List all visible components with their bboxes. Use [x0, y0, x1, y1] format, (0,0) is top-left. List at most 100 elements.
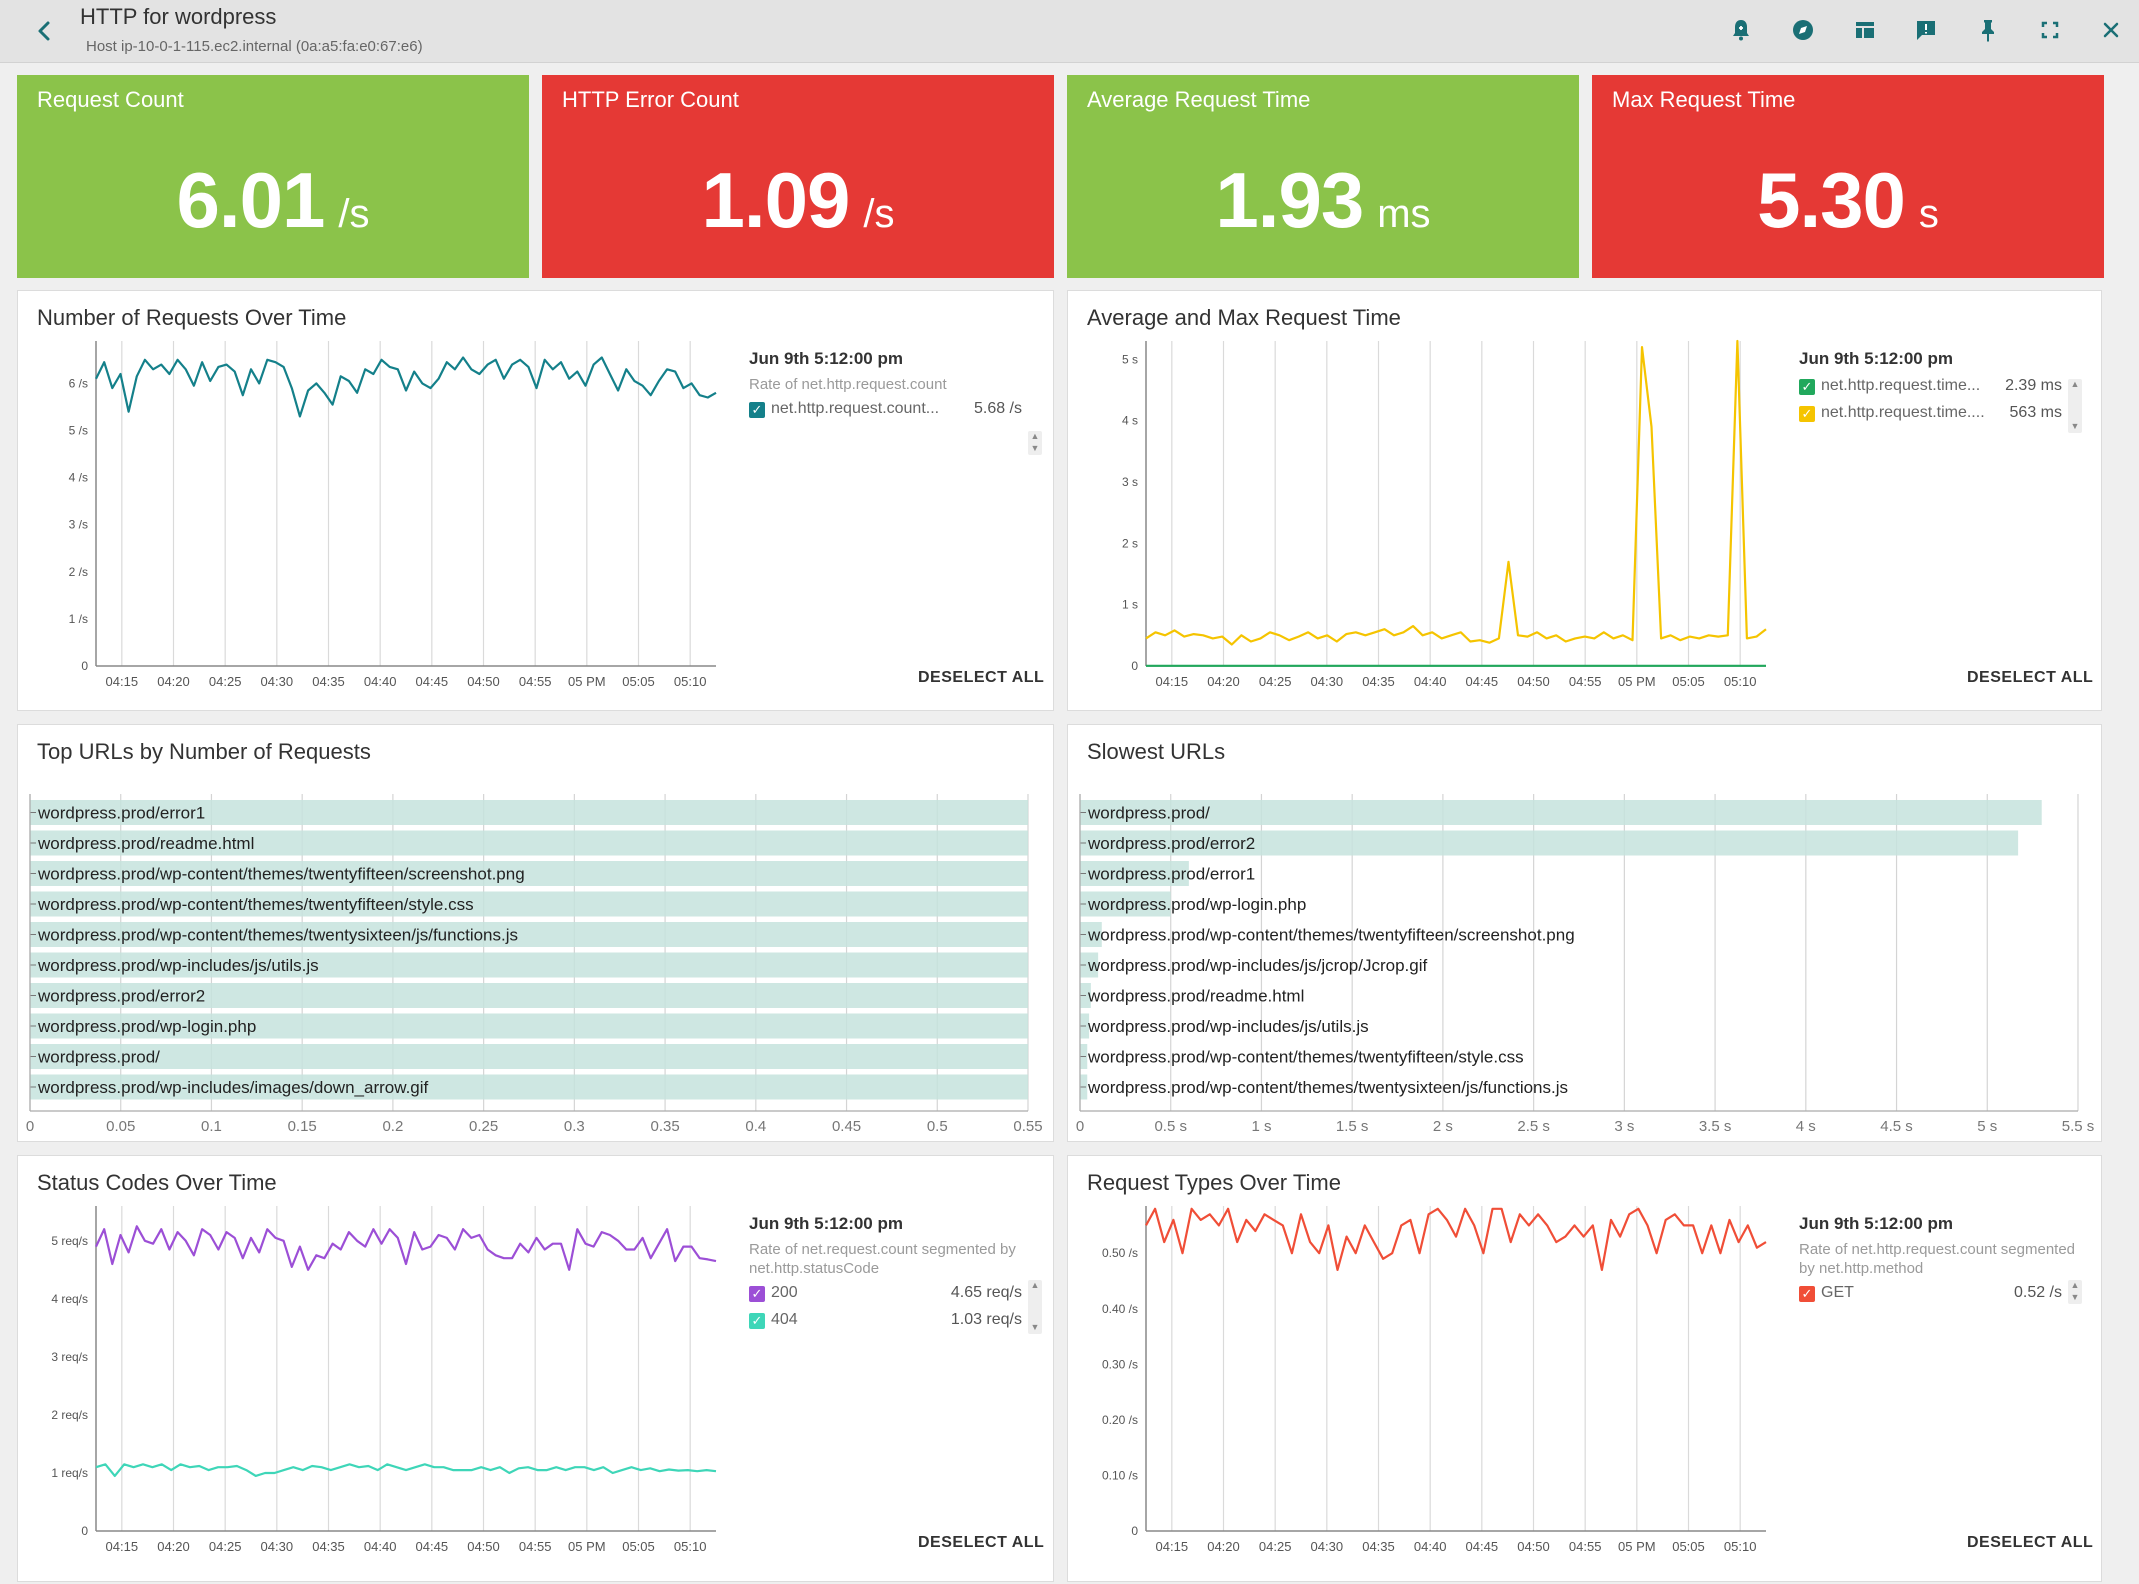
x-tick-label: 04:30 — [261, 1539, 294, 1554]
request-count-tile[interactable]: Request Count 6.01/s — [17, 75, 529, 278]
x-tick-label: 04:55 — [1569, 674, 1602, 689]
legend-scrollbar[interactable]: ▲ ▼ — [1028, 1280, 1042, 1334]
x-tick-label: 04:50 — [1517, 674, 1550, 689]
bar — [30, 830, 1028, 856]
scroll-down-icon[interactable]: ▼ — [1030, 1322, 1040, 1332]
bar-label: wordpress.prod/wp-content/themes/twentyf… — [37, 895, 474, 914]
pin-icon[interactable] — [1974, 16, 2002, 44]
x-tick-label: 04:15 — [106, 674, 139, 689]
bar-label: wordpress.prod/error2 — [1087, 834, 1255, 853]
legend-scrollbar[interactable]: ▲ ▼ — [1028, 431, 1042, 455]
scroll-up-icon[interactable]: ▲ — [2070, 379, 2080, 389]
scroll-down-icon[interactable]: ▼ — [2070, 1292, 2080, 1302]
feedback-icon[interactable] — [1912, 16, 1940, 44]
back-icon[interactable] — [30, 16, 60, 46]
x-tick-label: 04:25 — [209, 1539, 242, 1554]
bar — [30, 983, 1028, 1008]
bar — [1080, 861, 1189, 886]
x-tick-label: 04:45 — [1466, 674, 1499, 689]
y-tick-label: 1 /s — [69, 612, 88, 626]
legend-description: Rate of net.http.request.count segmented… — [1799, 1241, 2076, 1277]
deselect-all-button[interactable]: DESELECT ALL — [1967, 669, 2094, 686]
series-checkbox[interactable]: ✓ — [749, 1286, 765, 1302]
scroll-up-icon[interactable]: ▲ — [1030, 431, 1040, 441]
x-tick-label: 04:55 — [519, 674, 552, 689]
series-checkbox[interactable]: ✓ — [749, 402, 765, 418]
average-request-time-tile[interactable]: Average Request Time 1.93 ms — [1067, 75, 1579, 278]
legend-row: ✓ 200 4.65 req/s — [749, 1282, 1044, 1309]
scroll-up-icon[interactable]: ▲ — [2070, 1280, 2080, 1290]
legend-series-name: net.http.request.time.... — [1821, 404, 1985, 421]
bar — [30, 1013, 1028, 1039]
slowest-urls-bar-chart[interactable]: 0 0.5 s 1 s 1.5 s 2 s 2.5 s 3 s 3.5 s 4 s 4.5 s 5 … — [1068, 725, 2101, 1143]
status-codes-line-chart[interactable]: 04:15 04:20 04:25 04:30 04:35 04:40 04:45 04:50… — [18, 1156, 758, 1583]
legend-scrollbar[interactable]: ▲ ▼ — [2068, 379, 2082, 433]
y-tick-label: 0 — [81, 659, 88, 673]
x-tick-label: 0.45 — [832, 1118, 861, 1135]
bar-label: wordpress.prod/wp-includes/js/jcrop/Jcro… — [1087, 956, 1427, 975]
legend-series-name: net.http.request.count... — [771, 400, 940, 417]
top-urls-panel: Top URLs by Number of Requests 0 0.05 0.1 0… — [17, 724, 1054, 1142]
legend-scrollbar[interactable]: ▲ ▼ — [2068, 1280, 2082, 1304]
tile-value: 1.09 — [701, 156, 851, 244]
y-tick-label: 4 s — [1122, 414, 1138, 428]
request-time-legend: Jun 9th 5:12:00 pm ✓ net.http.request.ti… — [1799, 349, 2084, 433]
bar-label: wordpress.prod/error1 — [37, 804, 205, 823]
y-tick-label: 0.30 /s — [1102, 1357, 1138, 1371]
bar-label: wordpress.prod/wp-includes/js/utils.js — [37, 956, 319, 975]
scroll-down-icon[interactable]: ▼ — [1030, 443, 1040, 453]
bar-label: wordpress.prod/wp-login.php — [37, 1017, 256, 1036]
series-checkbox[interactable]: ✓ — [1799, 1286, 1815, 1302]
series-checkbox[interactable]: ✓ — [749, 1313, 765, 1329]
series-line-2 — [95, 1463, 717, 1477]
legend-time: Jun 9th 5:12:00 pm — [1799, 1214, 1953, 1233]
bar-label: wordpress.prod/wp-content/themes/twentys… — [37, 926, 518, 945]
request-time-line-chart[interactable]: 04:15 04:20 04:25 04:30 04:35 04:40 04:45 04:50… — [1068, 291, 1808, 712]
alert-bell-icon[interactable] — [1727, 16, 1755, 44]
legend-row: ✓ net.http.request.count... 5.68 /s — [749, 398, 1044, 425]
x-tick-label: 4 s — [1796, 1118, 1816, 1135]
bar-label: wordpress.prod/wp-login.php — [1087, 895, 1306, 914]
legend-row: ✓ net.http.request.time... 2.39 ms — [1799, 375, 2084, 402]
bar-label: wordpress.prod/wp-includes/images/down_a… — [37, 1078, 429, 1097]
request-types-line-chart[interactable]: 04:15 04:20 04:25 04:30 04:35 04:40 04:45 04:50… — [1068, 1156, 1808, 1583]
deselect-all-button[interactable]: DESELECT ALL — [918, 1534, 1045, 1551]
max-request-time-tile[interactable]: Max Request Time 5.30 s — [1592, 75, 2104, 278]
status-codes-panel: Status Codes Over Time 04:15 04:20 04:25 04… — [17, 1155, 1054, 1582]
x-tick-label: 05 PM — [568, 1539, 606, 1554]
legend-series-value: 563 ms — [2009, 404, 2062, 421]
deselect-all-button[interactable]: DESELECT ALL — [1967, 1534, 2094, 1551]
series-checkbox[interactable]: ✓ — [1799, 406, 1815, 422]
x-tick-label: 0.5 s — [1154, 1118, 1187, 1135]
scroll-down-icon[interactable]: ▼ — [2070, 421, 2080, 431]
x-tick-label: 04:45 — [416, 1539, 449, 1554]
tile-value: 5.30 — [1757, 156, 1906, 244]
legend-time: Jun 9th 5:12:00 pm — [749, 1214, 903, 1233]
bar-label: wordpress.prod/wp-content/themes/twentyf… — [1087, 1048, 1524, 1067]
fullscreen-icon[interactable] — [2036, 16, 2064, 44]
x-tick-label: 04:15 — [106, 1539, 139, 1554]
x-tick-label: 04:20 — [157, 674, 190, 689]
http-error-count-tile[interactable]: HTTP Error Count 1.09/s — [542, 75, 1054, 278]
y-tick-label: 0.20 /s — [1102, 1413, 1138, 1427]
x-tick-label: 0.4 — [745, 1118, 766, 1135]
x-tick-label: 04:35 — [1362, 674, 1395, 689]
tile-unit: /s — [863, 192, 895, 236]
scroll-up-icon[interactable]: ▲ — [1030, 1280, 1040, 1290]
x-tick-label: 04:45 — [1466, 1539, 1499, 1554]
top-urls-bar-chart[interactable]: 0 0.05 0.1 0.15 0.2 0.25 0.3 0.35 0.4 0.45 0.5 0.55… — [18, 725, 1053, 1143]
series-checkbox[interactable]: ✓ — [1799, 379, 1815, 395]
requests-line-chart[interactable]: 04:15 04:20 04:25 04:30 04:35 04:40 04:45 04:50… — [18, 291, 758, 712]
request-time-panel: Average and Max Request Time 04:15 04:20 0… — [1067, 290, 2102, 711]
series-line-1 — [1145, 1207, 1767, 1272]
panel-title: Request Types Over Time — [1087, 1170, 1341, 1195]
explore-icon[interactable] — [1789, 16, 1817, 44]
layout-icon[interactable] — [1851, 16, 1879, 44]
bar — [30, 922, 1028, 947]
y-tick-label: 2 s — [1122, 536, 1138, 550]
close-icon[interactable] — [2097, 16, 2125, 44]
deselect-all-button[interactable]: DESELECT ALL — [918, 669, 1045, 686]
x-tick-label: 04:30 — [1311, 674, 1344, 689]
y-tick-label: 1 req/s — [51, 1466, 88, 1480]
x-tick-label: 05:10 — [674, 674, 707, 689]
